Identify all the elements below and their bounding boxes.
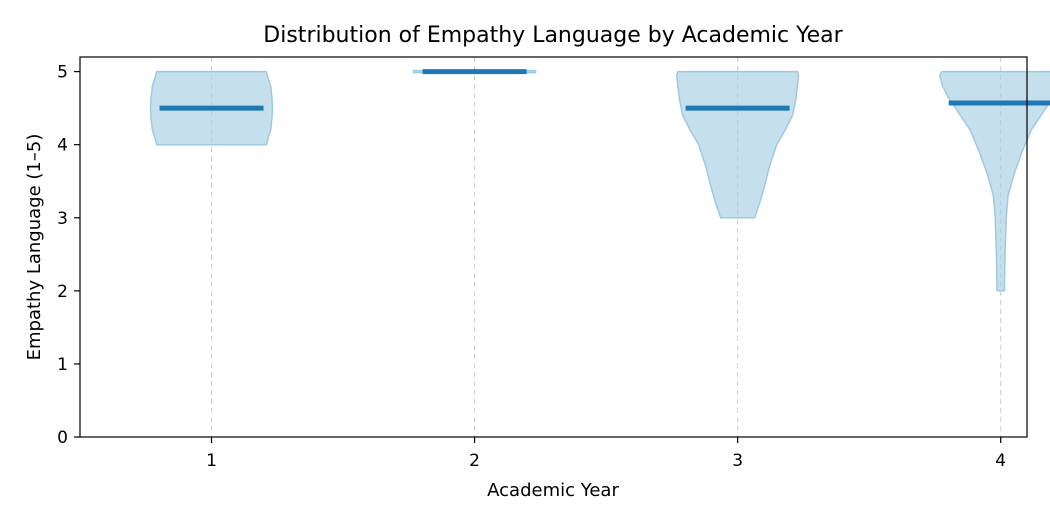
x-tick-label-1: 1 (206, 451, 217, 471)
x-axis-label: Academic Year (487, 480, 619, 501)
grid-layer (211, 57, 1002, 437)
y-tick-label-1: 1 (57, 355, 68, 375)
x-tick-label-3: 3 (732, 451, 743, 471)
violin-body-year-4 (938, 70, 1050, 292)
plot-frame (79, 56, 1028, 438)
y-tick-label-2: 2 (57, 282, 68, 302)
y-tick-label-4: 4 (57, 136, 68, 156)
y-tick-label-0: 0 (57, 428, 68, 448)
x-tick-label-2: 2 (469, 451, 480, 471)
violin-layer (149, 69, 1050, 292)
x-tick-label-4: 4 (995, 451, 1006, 471)
violin-body-year-3 (675, 70, 800, 219)
chart-title: Distribution of Empathy Language by Acad… (263, 23, 843, 48)
y-axis-label: Empathy Language (1–5) (24, 134, 45, 361)
axes-layer: 0 1 2 3 4 5 1 2 3 4 (57, 56, 1028, 471)
y-tick-label-5: 5 (57, 63, 68, 83)
y-tick-label-3: 3 (57, 209, 68, 229)
